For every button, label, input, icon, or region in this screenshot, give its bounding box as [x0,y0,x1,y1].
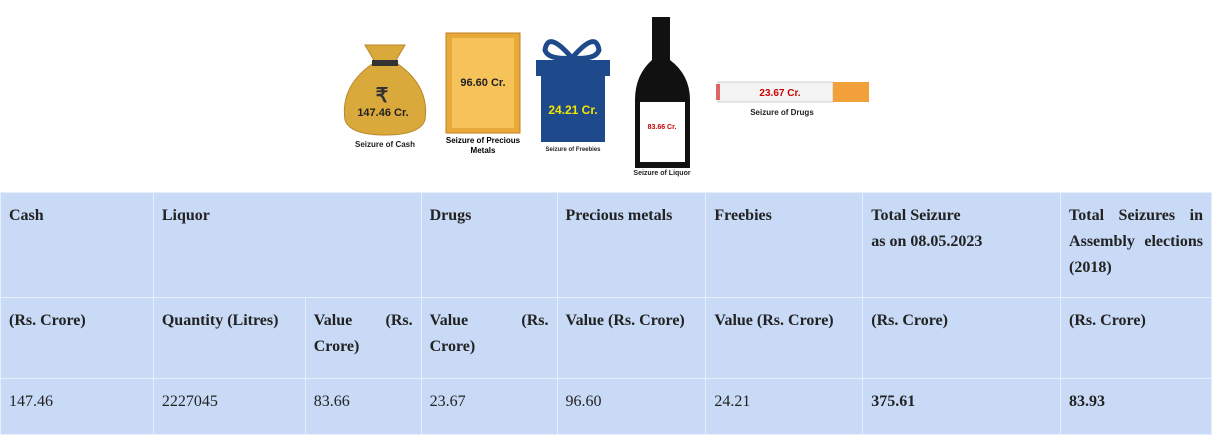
item-caption-box: Seizure of Precious Metals [445,136,521,155]
subheader-row: (Rs. Crore) Quantity (Litres) Value (Rs. C… [0,297,1212,379]
data-cell: 375.61 [862,378,1062,435]
infographic: ₹ 147.46 Cr. Seizure of Cash 96.60 Cr. S… [343,17,869,177]
svg-text:₹: ₹ [376,85,389,107]
subheader-cell: Value (Rs. Crore) [304,297,422,379]
header-cell: Total Seizure as on 08.05.2023 [862,192,1062,298]
subheader-cell: (Rs. Crore) [0,297,154,379]
header-note: as on 08.05.2023 [871,233,983,250]
header-cell: Precious metals [556,192,707,298]
subheader-cell: Value (Rs. Crore) [556,297,707,379]
data-cell: 23.67 [420,378,558,435]
item-caption: Seizure of Cash [355,140,415,149]
item-value: 83.66 Cr. [648,124,677,131]
item-value: 23.67 Cr. [759,88,800,99]
subheader-cell: (Rs. Crore) [862,297,1062,379]
cash-bag-icon: ₹ [343,44,427,136]
item-value: 147.46 Cr. [357,107,408,119]
cigarette-filter [833,82,869,102]
seizure-table: Cash Liquor Drugs Precious metals Freebi… [0,192,1212,435]
item-value: 96.60 Cr. [460,77,505,89]
header-cell: Drugs [420,192,558,298]
item-caption: Seizure of Drugs [750,108,814,117]
header-row: Cash Liquor Drugs Precious metals Freebi… [0,192,1212,298]
data-row: 147.46 2227045 83.66 23.67 96.60 24.21 375.61 8… [0,378,1212,435]
header-cell: Total Seizures in Assembly elections (20… [1060,192,1212,298]
item-value: 24.21 Cr. [548,103,597,117]
data-cell: 2227045 [152,378,306,435]
header-text: Total Seizure [871,207,961,224]
data-cell: 96.60 [556,378,707,435]
item-caption: Seizure of Freebies [545,147,601,153]
data-cell: 83.93 [1060,378,1212,435]
item-caption: Seizure of Liquor [633,170,690,177]
header-cell: Freebies [705,192,864,298]
subheader-cell: Value (Rs. Crore) [705,297,864,379]
gift-icon [536,39,610,142]
subheader-cell: Value (Rs. Crore) [420,297,558,379]
subheader-cell: Quantity (Litres) [152,297,306,379]
gold-bar-face [452,38,514,128]
data-cell: 147.46 [0,378,154,435]
item-caption: Seizure of Precious Metals [445,136,521,155]
bottle-label [640,102,685,162]
subheader-cell: (Rs. Crore) [1060,297,1212,379]
data-cell: 83.66 [304,378,422,435]
header-cell: Liquor [152,192,422,298]
header-cell: Cash [0,192,154,298]
cigarette-tip [716,84,720,100]
data-cell: 24.21 [705,378,864,435]
